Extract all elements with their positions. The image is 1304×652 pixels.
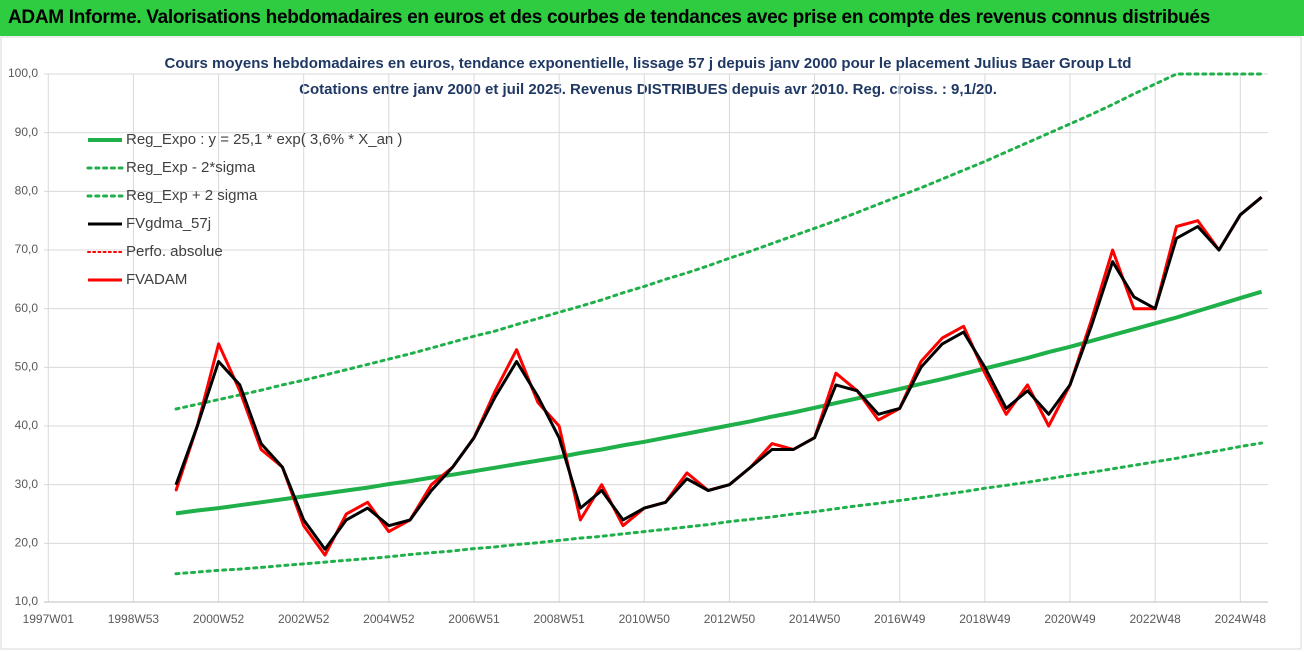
x-tick-label: 2004W52 (363, 612, 415, 626)
x-tick-label: 2016W49 (874, 612, 926, 626)
legend-label: Reg_Expo : y = 25,1 * exp( 3,6% * X_an ) (126, 131, 402, 148)
series-line (174, 196, 1263, 551)
x-tick-label: 2022W48 (1129, 612, 1181, 626)
chart: Cours moyens hebdomadaires en euros, ten… (0, 36, 1302, 650)
x-tick-label: 2024W48 (1215, 612, 1267, 626)
header-bar: ADAM Informe. Valorisations hebdomadaire… (0, 0, 1304, 36)
y-tick-label: 50,0 (15, 360, 39, 374)
x-tick-label: 2012W50 (704, 612, 756, 626)
legend-label: Reg_Exp + 2 sigma (126, 187, 258, 204)
x-tick-label: 2020W49 (1044, 612, 1096, 626)
x-tick-label: 2008W51 (533, 612, 585, 626)
subtitle: Cours moyens hebdomadaires en euros, ten… (165, 55, 1132, 72)
x-tick-label: 1998W53 (108, 612, 160, 626)
y-tick-label: 90,0 (15, 125, 39, 139)
chart-border (0, 36, 1302, 650)
x-tick-label: 2010W50 (619, 612, 671, 626)
subtitle: Cotations entre janv 2000 et juil 2025. … (299, 81, 997, 98)
y-tick-label: 40,0 (15, 418, 39, 432)
series-line (174, 196, 1263, 557)
y-tick-label: 10,0 (15, 594, 39, 608)
series-line (174, 441, 1264, 576)
x-tick-label: 2000W52 (193, 612, 245, 626)
x-tick-label: 2014W50 (789, 612, 841, 626)
x-tick-label: 1997W01 (23, 612, 75, 626)
x-tick-label: 2002W52 (278, 612, 330, 626)
chart-title: ADAM Informe. Valorisations hebdomadaire… (8, 7, 1210, 28)
y-tick-label: 20,0 (15, 536, 39, 550)
legend-label: FVADAM (126, 271, 187, 288)
legend-label: FVgdma_57j (126, 215, 211, 232)
y-tick-label: 30,0 (15, 477, 39, 491)
series-line (175, 196, 1263, 557)
y-tick-label: 80,0 (15, 184, 39, 198)
series-line (175, 289, 1263, 516)
legend-label: Perfo. absolue (126, 243, 223, 260)
series-line (174, 72, 1264, 411)
y-tick-label: 70,0 (15, 242, 39, 256)
legend-label: Reg_Exp - 2*sigma (126, 159, 256, 176)
x-tick-label: 2006W51 (448, 612, 500, 626)
y-tick-label: 100,0 (8, 66, 38, 80)
x-tick-label: 2018W49 (959, 612, 1011, 626)
y-tick-label: 60,0 (15, 301, 39, 315)
